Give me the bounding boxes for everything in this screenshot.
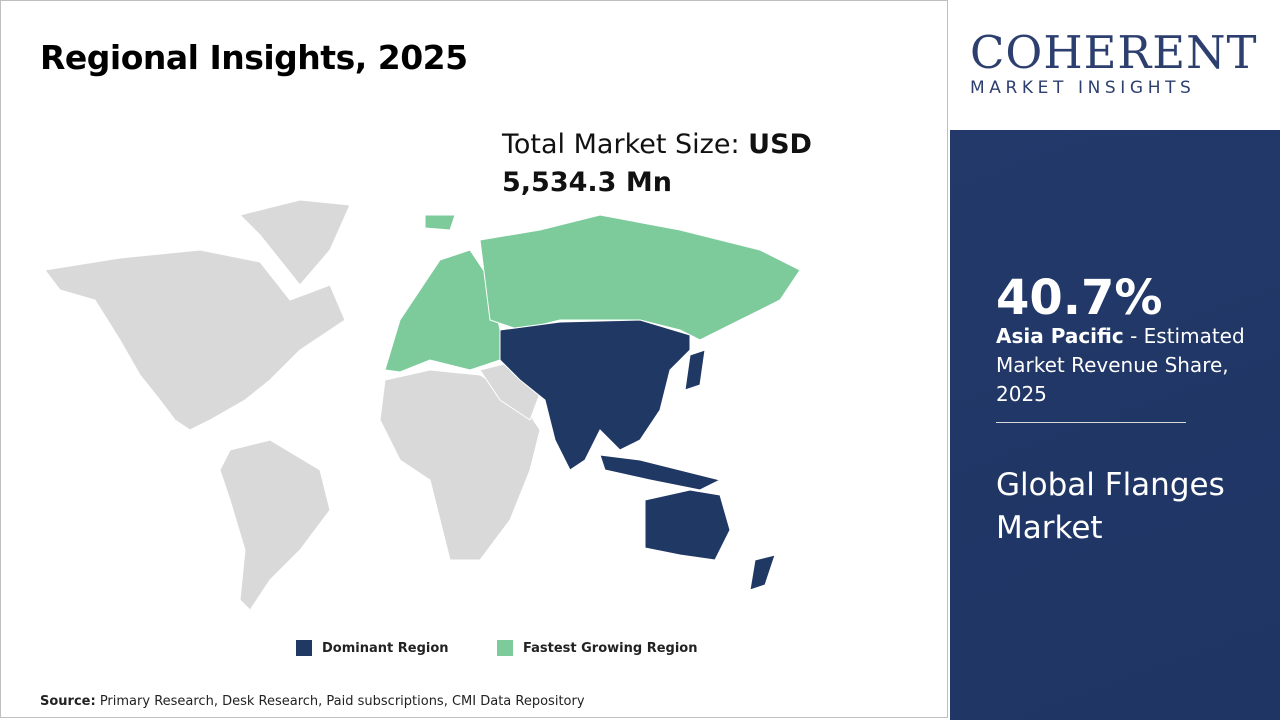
world-map <box>44 199 801 611</box>
new-zealand <box>749 554 776 591</box>
iceland <box>424 214 456 231</box>
logo: COHERENT MARKET INSIGHTS <box>950 0 1280 130</box>
legend-label: Fastest Growing Region <box>523 640 698 656</box>
indonesia <box>599 454 722 491</box>
page-title: Regional Insights, 2025 <box>40 38 468 77</box>
main-panel <box>0 0 948 718</box>
logo-name: COHERENT <box>970 26 1258 79</box>
australia <box>644 489 731 561</box>
europe <box>384 249 501 373</box>
source-label: Source: <box>40 694 96 709</box>
legend-dominant: Dominant Region <box>296 640 449 656</box>
divider <box>996 422 1186 423</box>
legend-swatch <box>497 640 513 656</box>
side-panel: 40.7% Asia Pacific - Estimated Market Re… <box>950 130 1280 720</box>
legend-label: Dominant Region <box>322 640 449 656</box>
logo-tagline: MARKET INSIGHTS <box>970 78 1196 98</box>
description-text: - Estimated Market Revenue Share, 2025 <box>996 324 1245 406</box>
market-name: Global Flanges Market <box>996 467 1225 546</box>
market-size-label: Total Market Size: <box>502 129 749 160</box>
asia <box>499 319 691 471</box>
legend-swatch <box>296 640 312 656</box>
legend-fastest: Fastest Growing Region <box>497 640 697 656</box>
region-name: Asia Pacific <box>996 324 1124 348</box>
greenland <box>239 199 351 286</box>
source-text: Primary Research, Desk Research, Paid su… <box>95 694 585 709</box>
share-description: Asia Pacific - Estimated Market Revenue … <box>996 322 1246 409</box>
share-value: 40.7% <box>996 270 1163 326</box>
source: Source: Primary Research, Desk Research,… <box>40 694 585 709</box>
south-america <box>219 439 331 611</box>
market-size: Total Market Size: USD 5,534.3 Mn <box>502 126 832 202</box>
north-america <box>44 249 346 431</box>
market-size-value: USD 5,534.3 Mn <box>502 129 812 198</box>
japan <box>684 349 706 391</box>
